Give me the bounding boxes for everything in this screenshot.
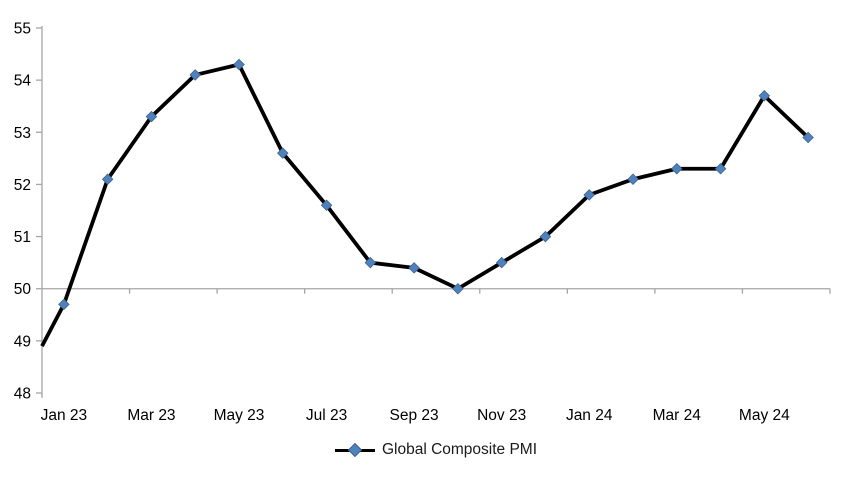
data-point-marker[interactable] (583, 189, 595, 201)
legend-line-diamond-icon (334, 442, 375, 458)
data-point-marker[interactable] (145, 110, 158, 123)
data-point-marker[interactable] (189, 69, 201, 81)
y-tick-label: 53 (14, 125, 31, 142)
data-point-marker[interactable] (802, 131, 814, 144)
data-point-marker[interactable] (277, 147, 289, 159)
legend[interactable]: Global Composite PMI (334, 441, 538, 459)
data-point-marker[interactable] (627, 173, 639, 185)
y-tick-label: 55 (14, 21, 31, 38)
x-tick-label: Sep 23 (390, 407, 439, 424)
x-tick-label: Jan 23 (41, 407, 88, 424)
data-point-marker[interactable] (364, 256, 377, 269)
x-tick-label: Jan 24 (566, 407, 613, 424)
y-tick-label: 49 (14, 333, 31, 350)
y-tick-label: 54 (14, 73, 32, 90)
data-point-marker[interactable] (320, 199, 333, 212)
legend-label: Global Composite PMI (381, 441, 538, 458)
data-point-marker[interactable] (539, 230, 552, 243)
x-tick-label: May 24 (739, 407, 790, 424)
data-point-marker[interactable] (233, 58, 245, 71)
data-point-marker[interactable] (58, 298, 70, 311)
data-point-marker[interactable] (452, 282, 464, 295)
x-tick-label: Mar 23 (127, 407, 175, 424)
x-tick-label: Nov 23 (477, 407, 526, 424)
data-point-marker[interactable] (495, 256, 508, 269)
data-point-marker[interactable] (101, 173, 114, 185)
series-line (40, 62, 810, 347)
y-tick-label: 48 (14, 386, 31, 403)
y-tick-label: 50 (14, 281, 32, 298)
y-tick-label: 51 (14, 229, 31, 246)
x-tick-label: May 23 (214, 407, 265, 424)
data-point-marker[interactable] (408, 262, 420, 274)
x-tick-label: Mar 24 (653, 407, 702, 424)
data-point-marker[interactable] (671, 163, 683, 175)
x-tick-label: Jul 23 (306, 407, 347, 424)
data-point-marker[interactable] (758, 90, 771, 102)
data-point-marker[interactable] (714, 163, 727, 175)
y-tick-label: 52 (14, 177, 31, 194)
